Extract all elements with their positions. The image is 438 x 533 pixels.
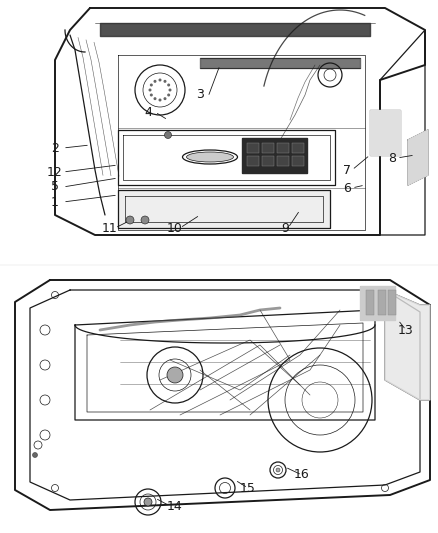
Circle shape — [167, 84, 170, 86]
Text: 11: 11 — [102, 222, 118, 235]
Polygon shape — [385, 290, 430, 400]
Bar — [247, 143, 259, 153]
Bar — [247, 156, 259, 166]
Circle shape — [150, 84, 153, 86]
Circle shape — [276, 468, 280, 472]
Polygon shape — [118, 190, 330, 228]
Bar — [262, 143, 274, 153]
Circle shape — [126, 216, 134, 224]
Polygon shape — [370, 110, 400, 155]
Text: 2: 2 — [51, 141, 59, 155]
Circle shape — [153, 80, 156, 83]
Bar — [277, 143, 289, 153]
Text: 6: 6 — [343, 182, 351, 195]
Text: 8: 8 — [388, 151, 396, 165]
Circle shape — [163, 80, 166, 83]
Circle shape — [159, 78, 162, 82]
Text: 15: 15 — [240, 481, 256, 495]
Circle shape — [163, 97, 166, 100]
Text: 3: 3 — [196, 88, 204, 101]
Circle shape — [32, 453, 38, 457]
Circle shape — [150, 93, 153, 96]
Bar — [292, 156, 304, 166]
Text: 16: 16 — [294, 469, 310, 481]
Polygon shape — [408, 130, 428, 185]
Circle shape — [153, 97, 156, 100]
Circle shape — [141, 216, 149, 224]
Text: 13: 13 — [398, 324, 414, 336]
Text: 4: 4 — [144, 106, 152, 118]
Polygon shape — [360, 286, 395, 320]
Text: 12: 12 — [47, 166, 63, 179]
Circle shape — [159, 99, 162, 101]
Circle shape — [167, 367, 183, 383]
Polygon shape — [242, 138, 307, 173]
Text: 9: 9 — [281, 222, 289, 235]
Circle shape — [165, 132, 172, 139]
Ellipse shape — [187, 152, 233, 162]
Circle shape — [148, 88, 152, 92]
Text: 5: 5 — [51, 181, 59, 193]
Bar — [292, 143, 304, 153]
Text: 14: 14 — [167, 499, 183, 513]
Bar — [277, 156, 289, 166]
Bar — [366, 290, 374, 315]
Circle shape — [169, 88, 172, 92]
Circle shape — [167, 93, 170, 96]
Text: 1: 1 — [51, 196, 59, 208]
Text: 10: 10 — [167, 222, 183, 235]
Bar — [378, 290, 386, 315]
Text: 7: 7 — [343, 164, 351, 176]
Circle shape — [144, 498, 152, 506]
Bar — [388, 290, 396, 315]
Bar — [262, 156, 274, 166]
